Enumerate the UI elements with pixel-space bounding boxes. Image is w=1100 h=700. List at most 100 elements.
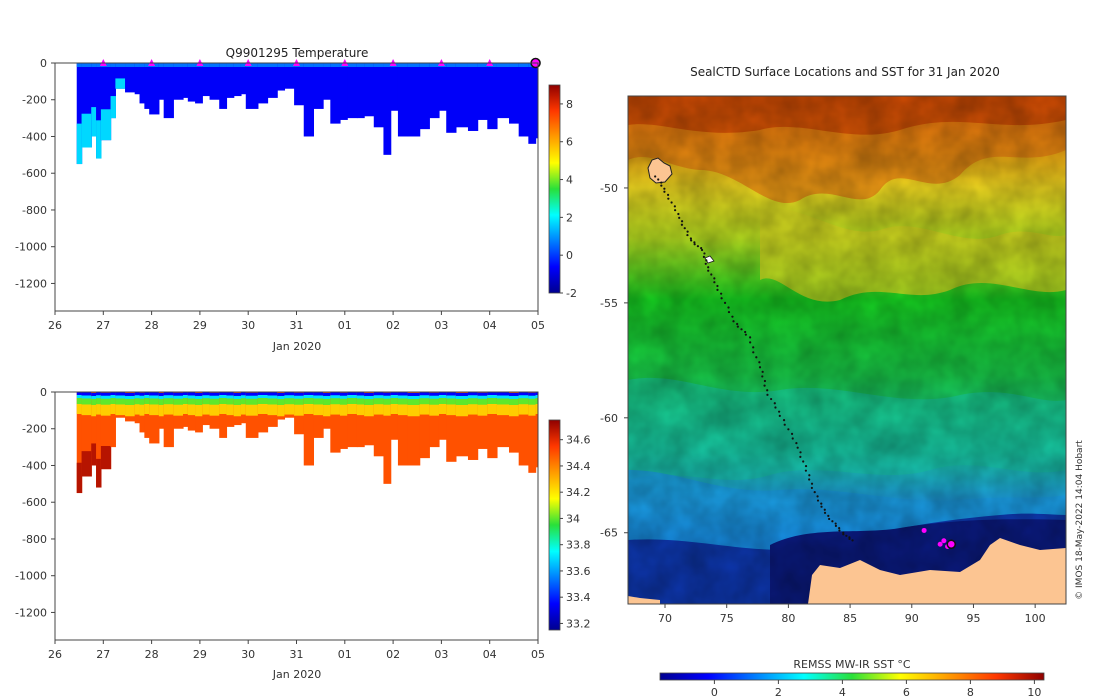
track-point (740, 328, 743, 331)
salinity-profile (163, 392, 174, 448)
salinity-layer (219, 404, 228, 414)
track-point (795, 441, 798, 445)
colorbar-tick-label: 6 (566, 136, 573, 149)
salinity-high-deep (76, 462, 83, 494)
salinity-layer (173, 395, 184, 400)
temperature-profile (477, 63, 488, 120)
salinity-layer (294, 395, 305, 400)
salinity-layer (81, 398, 92, 406)
salinity-layer (144, 395, 150, 398)
track-point (761, 370, 764, 373)
sst-map-y-ticks: -50 -55 -60 -65 (600, 182, 628, 540)
temperature-warm-deep (81, 113, 92, 148)
salinity-layer (110, 398, 116, 404)
temperature-heatmap (76, 63, 538, 165)
salinity-layer (257, 395, 269, 398)
sst-colorbar-tick-label: 0 (711, 686, 718, 699)
salinity-profile (535, 392, 538, 468)
salinity-layer (390, 395, 399, 398)
salinity-layer (245, 398, 259, 406)
track-point (799, 455, 802, 458)
salinity-layer (139, 395, 145, 400)
salinity-layer (397, 392, 409, 397)
colorbar-tick-label: 34.2 (566, 486, 591, 499)
temperature-profile (528, 63, 537, 144)
salinity-y-ticks: 0 -200 -400 -600 -800 -1000 -1200 (15, 386, 55, 619)
salinity-layer (356, 404, 365, 416)
sst-map-frame (627, 95, 1067, 605)
salinity-layer (110, 392, 116, 395)
temperature-warm-deep (100, 109, 112, 141)
salinity-layer (187, 395, 196, 400)
track-point (727, 310, 731, 314)
salinity-profile (438, 392, 447, 440)
salinity-layer (347, 395, 358, 398)
salinity-layer (330, 392, 341, 396)
salinity-layer (195, 398, 203, 407)
y-tick-label: 0 (40, 386, 47, 399)
salinity-layer (96, 398, 102, 405)
salinity-profile (149, 392, 160, 444)
salinity-layer (182, 398, 189, 404)
salinity-layer (144, 404, 150, 414)
track-point (716, 288, 719, 291)
salinity-layer (528, 398, 537, 406)
track-point (802, 460, 805, 463)
track-point (774, 406, 777, 409)
track-point (683, 227, 686, 230)
salinity-panel: 0 -200 -400 -600 -800 -1000 -1200 26 27 28 29 30 31… (15, 386, 590, 681)
salinity-layer (81, 404, 92, 416)
salinity-layer (313, 392, 324, 397)
salinity-layer (313, 395, 324, 400)
track-point (827, 514, 830, 517)
colorbar-tick-label: -2 (566, 287, 577, 300)
temperature-y-ticks: 0 -200 -400 -600 -800 -1000 -1200 (15, 57, 55, 290)
salinity-layer (158, 395, 165, 401)
temperature-profile (158, 63, 165, 100)
track-point (660, 184, 663, 187)
salinity-high-deep (100, 446, 112, 470)
sst-colorbar (659, 672, 1045, 681)
track-point (667, 197, 670, 200)
salinity-layer (182, 395, 189, 398)
sst-texture (628, 96, 1066, 604)
temperature-profile (226, 63, 235, 98)
salinity-profile (373, 392, 385, 457)
salinity-layer (226, 404, 235, 416)
salinity-layer (96, 395, 102, 399)
salinity-layer (233, 392, 242, 398)
temperature-surface-layer (240, 63, 247, 67)
salinity-profile (76, 392, 83, 494)
salinity-layer (429, 392, 440, 397)
salinity-layer (323, 398, 331, 407)
x-tick-label: 04 (483, 648, 497, 661)
salinity-layer (96, 404, 102, 415)
salinity-layer (397, 395, 409, 400)
x-tick-label: 28 (145, 648, 159, 661)
track-point (808, 478, 811, 481)
salinity-layer (303, 392, 315, 395)
temperature-x-ticks: 26 27 28 29 30 31 01 02 03 04 05 (48, 311, 545, 332)
x-tick-label: 04 (483, 319, 497, 332)
salinity-layer (91, 398, 97, 407)
track-point (686, 233, 689, 237)
salinity-layer (446, 392, 457, 397)
salinity-layer (209, 395, 220, 400)
track-point (705, 259, 708, 262)
salinity-layer (467, 395, 479, 399)
track-point (749, 341, 752, 344)
track-point (677, 212, 680, 216)
salinity-layer (356, 398, 365, 406)
salinity-layer (267, 392, 278, 397)
temperature-profile (233, 63, 242, 97)
salinity-layer (330, 398, 341, 405)
salinity-layer (209, 398, 220, 406)
temperature-surface-layer (455, 63, 469, 67)
map-y-tick-label: -60 (600, 412, 618, 425)
temperature-xlabel: Jan 2020 (272, 340, 321, 353)
salinity-layer (209, 392, 220, 397)
salinity-layer (496, 395, 510, 400)
salinity-profile (144, 392, 150, 438)
temperature-surface-layer (163, 63, 174, 67)
track-point (700, 248, 704, 252)
